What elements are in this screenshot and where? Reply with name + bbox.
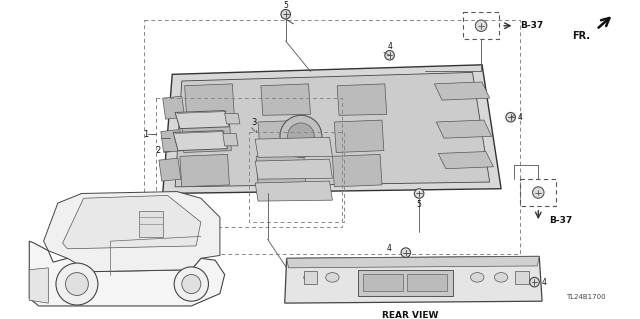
Circle shape	[414, 189, 424, 198]
Text: 5: 5	[284, 2, 288, 11]
Circle shape	[182, 275, 201, 293]
Polygon shape	[29, 268, 49, 303]
Circle shape	[65, 273, 88, 295]
Polygon shape	[255, 137, 332, 157]
Bar	[515, 271, 529, 284]
Polygon shape	[436, 120, 492, 138]
Text: 4: 4	[387, 244, 392, 253]
Ellipse shape	[326, 273, 339, 282]
Polygon shape	[337, 84, 387, 115]
Bar	[520, 179, 556, 206]
Polygon shape	[63, 196, 201, 249]
Text: 4: 4	[517, 113, 522, 122]
Text: TL24B1700: TL24B1700	[566, 294, 606, 300]
Polygon shape	[159, 158, 181, 181]
Text: 3: 3	[252, 118, 257, 127]
Polygon shape	[163, 65, 501, 194]
Circle shape	[385, 50, 394, 60]
Bar	[156, 98, 342, 227]
Polygon shape	[175, 72, 490, 187]
Polygon shape	[334, 120, 384, 152]
Circle shape	[532, 187, 544, 198]
Circle shape	[174, 267, 209, 301]
Text: 4: 4	[542, 278, 547, 287]
Polygon shape	[225, 114, 240, 124]
Bar	[463, 12, 499, 39]
Circle shape	[56, 263, 98, 305]
Circle shape	[287, 123, 314, 150]
Polygon shape	[185, 84, 234, 115]
Polygon shape	[182, 120, 231, 152]
Bar	[139, 211, 163, 237]
Polygon shape	[256, 154, 306, 187]
Polygon shape	[161, 130, 183, 152]
Polygon shape	[175, 111, 230, 129]
Bar	[304, 271, 317, 284]
Polygon shape	[223, 133, 238, 146]
Polygon shape	[44, 192, 220, 272]
Circle shape	[401, 248, 410, 257]
Circle shape	[506, 113, 515, 122]
Polygon shape	[258, 120, 308, 152]
Text: 4: 4	[387, 41, 392, 50]
Circle shape	[280, 115, 322, 157]
Polygon shape	[287, 256, 540, 268]
Text: 5: 5	[417, 200, 422, 209]
Polygon shape	[285, 256, 542, 303]
Bar	[407, 274, 447, 291]
Bar	[363, 274, 403, 291]
Polygon shape	[435, 82, 490, 100]
Polygon shape	[332, 154, 382, 187]
Polygon shape	[261, 84, 310, 115]
Bar	[248, 131, 344, 222]
Ellipse shape	[470, 273, 484, 282]
Polygon shape	[163, 96, 185, 119]
Text: B-37: B-37	[548, 216, 572, 225]
Circle shape	[281, 10, 291, 19]
Polygon shape	[438, 152, 493, 169]
Bar	[358, 270, 454, 296]
Polygon shape	[29, 241, 225, 306]
Polygon shape	[255, 181, 332, 201]
Text: 2: 2	[156, 146, 161, 155]
Text: B-37: B-37	[520, 21, 543, 30]
Text: REAR VIEW: REAR VIEW	[382, 311, 439, 319]
Text: 1: 1	[143, 130, 148, 139]
Ellipse shape	[304, 273, 317, 282]
Text: FR.: FR.	[572, 32, 590, 41]
Polygon shape	[173, 130, 228, 151]
Bar	[143, 20, 520, 254]
Circle shape	[530, 277, 540, 287]
Ellipse shape	[495, 273, 508, 282]
Circle shape	[476, 20, 487, 32]
Polygon shape	[255, 159, 332, 179]
Polygon shape	[180, 154, 230, 187]
